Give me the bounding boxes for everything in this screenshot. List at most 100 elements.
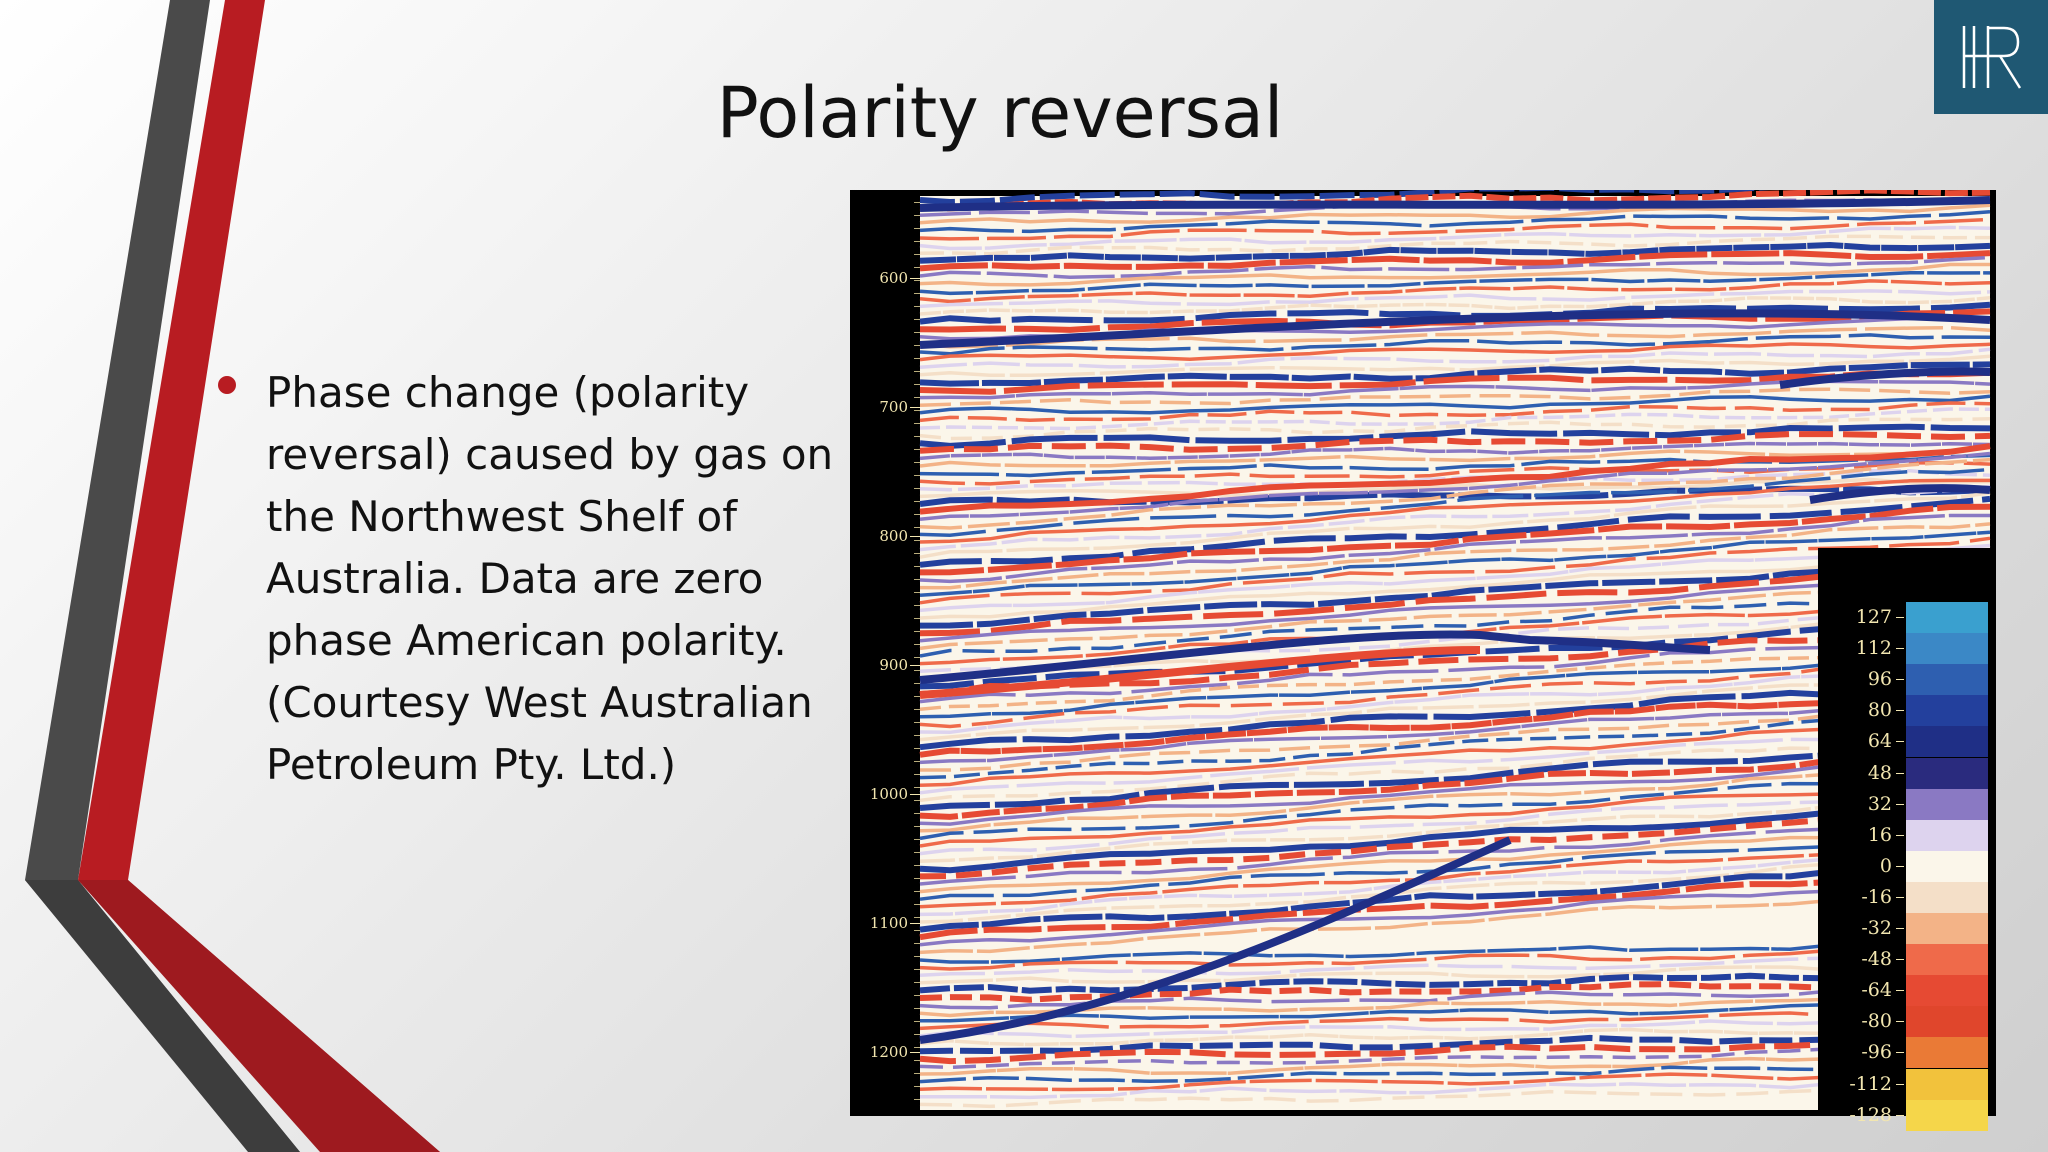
time-axis-minor-tick: [914, 475, 920, 476]
seismic-reflector: [919, 766, 1991, 833]
seismic-reflector: [919, 209, 1991, 234]
color-scale-row: 0: [1818, 850, 1992, 882]
seismic-reflector: [919, 794, 1991, 863]
time-axis-minor-tick: [914, 605, 920, 606]
time-axis-minor-tick: [914, 462, 920, 463]
seismic-reflector: [919, 401, 1991, 423]
color-scale-label: 96: [1867, 668, 1892, 691]
time-axis-minor-tick: [914, 566, 920, 567]
seismic-reflector: [919, 394, 1991, 415]
color-scale-label: -80: [1861, 1010, 1892, 1033]
time-axis-minor-tick: [914, 306, 920, 307]
time-axis-label: 1100: [869, 914, 908, 932]
seismic-reflector: [919, 839, 1991, 909]
color-scale-label: 32: [1867, 792, 1892, 815]
color-scale-row: 96: [1818, 664, 1992, 696]
seismic-reflector: [919, 734, 1991, 803]
seismic-reflector: [919, 457, 1991, 530]
seismic-reflector: [919, 387, 1991, 407]
seismic-reflector: [919, 522, 1991, 590]
time-axis-minor-tick: [914, 839, 920, 840]
strong-reflector: [919, 196, 1991, 212]
color-scale-tick: [1896, 741, 1904, 743]
color-scale-tick: [1896, 772, 1904, 774]
color-scale-row: 127: [1818, 602, 1992, 633]
time-axis-minor-tick: [914, 319, 920, 320]
color-scale-tick: [1896, 679, 1904, 681]
seismic-reflector: [919, 636, 1991, 704]
color-scale-label: 16: [1867, 823, 1892, 846]
seismic-reflector: [919, 871, 1991, 941]
time-axis-tick: [910, 665, 920, 666]
time-axis-minor-tick: [914, 423, 920, 424]
time-axis-minor-tick: [914, 1060, 920, 1061]
time-axis-minor-tick: [914, 267, 920, 268]
seismic-reflector: [919, 994, 1991, 1018]
seismic-reflector: [919, 667, 1991, 735]
color-scale-row: -64: [1818, 975, 1992, 1007]
seismic-reflector: [919, 1023, 1991, 1047]
time-axis-minor-tick: [914, 345, 920, 346]
color-scale-swatch: [1906, 944, 1988, 976]
time-axis-minor-tick: [914, 1034, 920, 1035]
color-scale-tick: [1896, 834, 1904, 836]
seismic-reflector: [919, 948, 1991, 971]
time-axis-minor-tick: [914, 852, 920, 853]
seismic-reflector: [919, 467, 1991, 538]
time-axis-tick: [910, 794, 920, 795]
time-axis-minor-tick: [914, 800, 920, 801]
seismic-reflector: [919, 1029, 1991, 1055]
seismic-reflector: [919, 451, 1991, 521]
time-axis-minor-tick: [914, 865, 920, 866]
seismic-reflector: [919, 821, 1991, 886]
seismic-reflector: [919, 785, 1991, 856]
color-scale-swatch: [1906, 664, 1988, 696]
seismic-reflector: [919, 270, 1991, 296]
seismic-reflector: [919, 443, 1991, 515]
time-axis-minor-tick: [914, 358, 920, 359]
seismic-reflector: [919, 441, 1991, 461]
time-axis-minor-tick: [914, 280, 920, 281]
seismic-reflector: [919, 824, 1991, 894]
color-scale-swatch: [1906, 1037, 1988, 1069]
logo: [1934, 0, 2048, 114]
color-scale-row: -112: [1818, 1068, 1992, 1100]
time-axis-minor-tick: [914, 436, 920, 437]
color-scale-label: 127: [1855, 606, 1892, 628]
strong-reflector: [1809, 484, 1991, 504]
color-scale-swatch: [1906, 602, 1988, 633]
color-scale-tick: [1896, 1052, 1904, 1054]
seismic-reflector: [919, 1037, 1991, 1065]
color-scale-tick: [1896, 1083, 1904, 1085]
seismic-reflector: [919, 1017, 1991, 1039]
time-axis-minor-tick: [914, 488, 920, 489]
time-axis-minor-tick: [914, 1047, 920, 1048]
seismic-reflector: [919, 726, 1991, 795]
color-scale-tick: [1896, 928, 1904, 929]
color-scale-label: 48: [1867, 761, 1892, 784]
time-axis-minor-tick: [914, 1021, 920, 1022]
color-scale-row: -128: [1818, 1099, 1992, 1131]
time-axis-label: 600: [879, 269, 908, 287]
seismic-reflector: [919, 503, 1991, 576]
seismic-reflector: [919, 1047, 1991, 1070]
color-scale-tick: [1896, 1021, 1904, 1023]
time-axis-tick: [910, 536, 920, 537]
seismic-reflector: [919, 445, 1991, 468]
seismic-reflector: [919, 417, 1991, 441]
seismic-reflector: [919, 203, 1991, 225]
seismic-reflector: [919, 241, 1991, 264]
time-axis-minor-tick: [914, 787, 920, 788]
time-axis-minor-tick: [914, 943, 920, 944]
color-scale-swatch: [1906, 1068, 1988, 1100]
seismic-reflector: [919, 289, 1991, 309]
time-axis-minor-tick: [914, 1073, 920, 1074]
time-axis-tick: [910, 1052, 920, 1053]
color-scale-row: -48: [1818, 944, 1992, 976]
seismic-reflector: [919, 333, 1991, 356]
seismic-reflector: [919, 849, 1991, 917]
color-scale-tick: [1896, 865, 1904, 867]
seismic-reflector: [919, 801, 1991, 874]
time-axis-minor-tick: [914, 709, 920, 710]
